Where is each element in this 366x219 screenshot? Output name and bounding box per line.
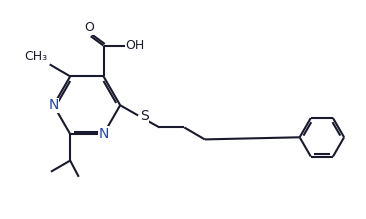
Text: O: O — [84, 21, 94, 34]
Text: S: S — [140, 109, 149, 123]
Text: OH: OH — [126, 39, 145, 52]
Text: N: N — [98, 127, 109, 141]
Text: N: N — [48, 98, 59, 112]
Text: CH₃: CH₃ — [24, 50, 47, 63]
